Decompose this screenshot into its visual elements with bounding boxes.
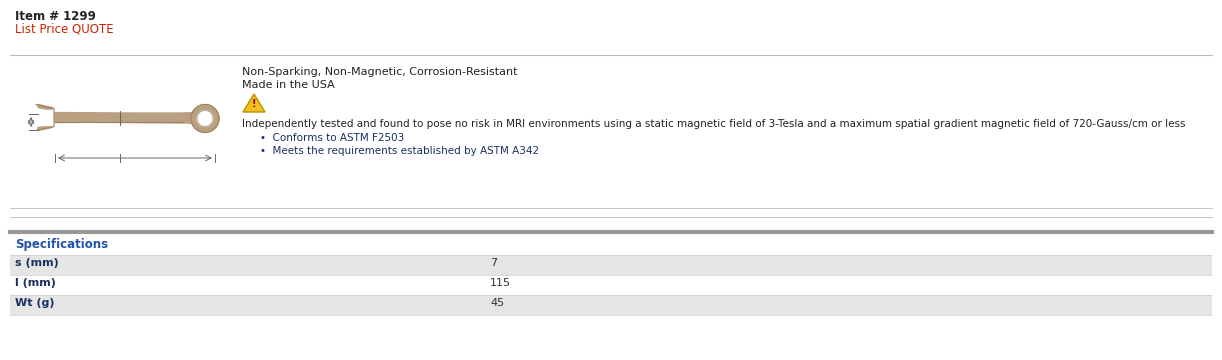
Bar: [10, 275, 1212, 295]
Bar: [10, 255, 1212, 275]
Text: 115: 115: [490, 278, 511, 288]
Polygon shape: [191, 104, 219, 132]
Polygon shape: [243, 94, 265, 112]
Text: 7: 7: [490, 258, 497, 268]
Text: •  Meets the requirements established by ASTM A342: • Meets the requirements established by …: [260, 146, 539, 156]
Polygon shape: [197, 111, 213, 126]
Polygon shape: [183, 112, 196, 125]
Text: Item # 1299: Item # 1299: [15, 10, 95, 23]
Text: Wt (g): Wt (g): [15, 298, 55, 308]
Text: Non-Sparking, Non-Magnetic, Corrosion-Resistant: Non-Sparking, Non-Magnetic, Corrosion-Re…: [242, 67, 517, 77]
Text: 45: 45: [490, 298, 505, 308]
Text: List Price QUOTE: List Price QUOTE: [15, 23, 114, 36]
Text: s (mm): s (mm): [15, 258, 59, 268]
Text: Specifications: Specifications: [15, 238, 108, 251]
Text: l (mm): l (mm): [15, 278, 56, 288]
Text: Independently tested and found to pose no risk in MRI environments using a stati: Independently tested and found to pose n…: [242, 119, 1185, 129]
Bar: [10, 295, 1212, 315]
Text: !: !: [252, 99, 257, 109]
Text: •  Conforms to ASTM F2503: • Conforms to ASTM F2503: [260, 133, 404, 143]
Text: Made in the USA: Made in the USA: [242, 80, 335, 90]
Polygon shape: [38, 125, 53, 130]
Polygon shape: [55, 112, 183, 122]
Polygon shape: [38, 104, 53, 111]
